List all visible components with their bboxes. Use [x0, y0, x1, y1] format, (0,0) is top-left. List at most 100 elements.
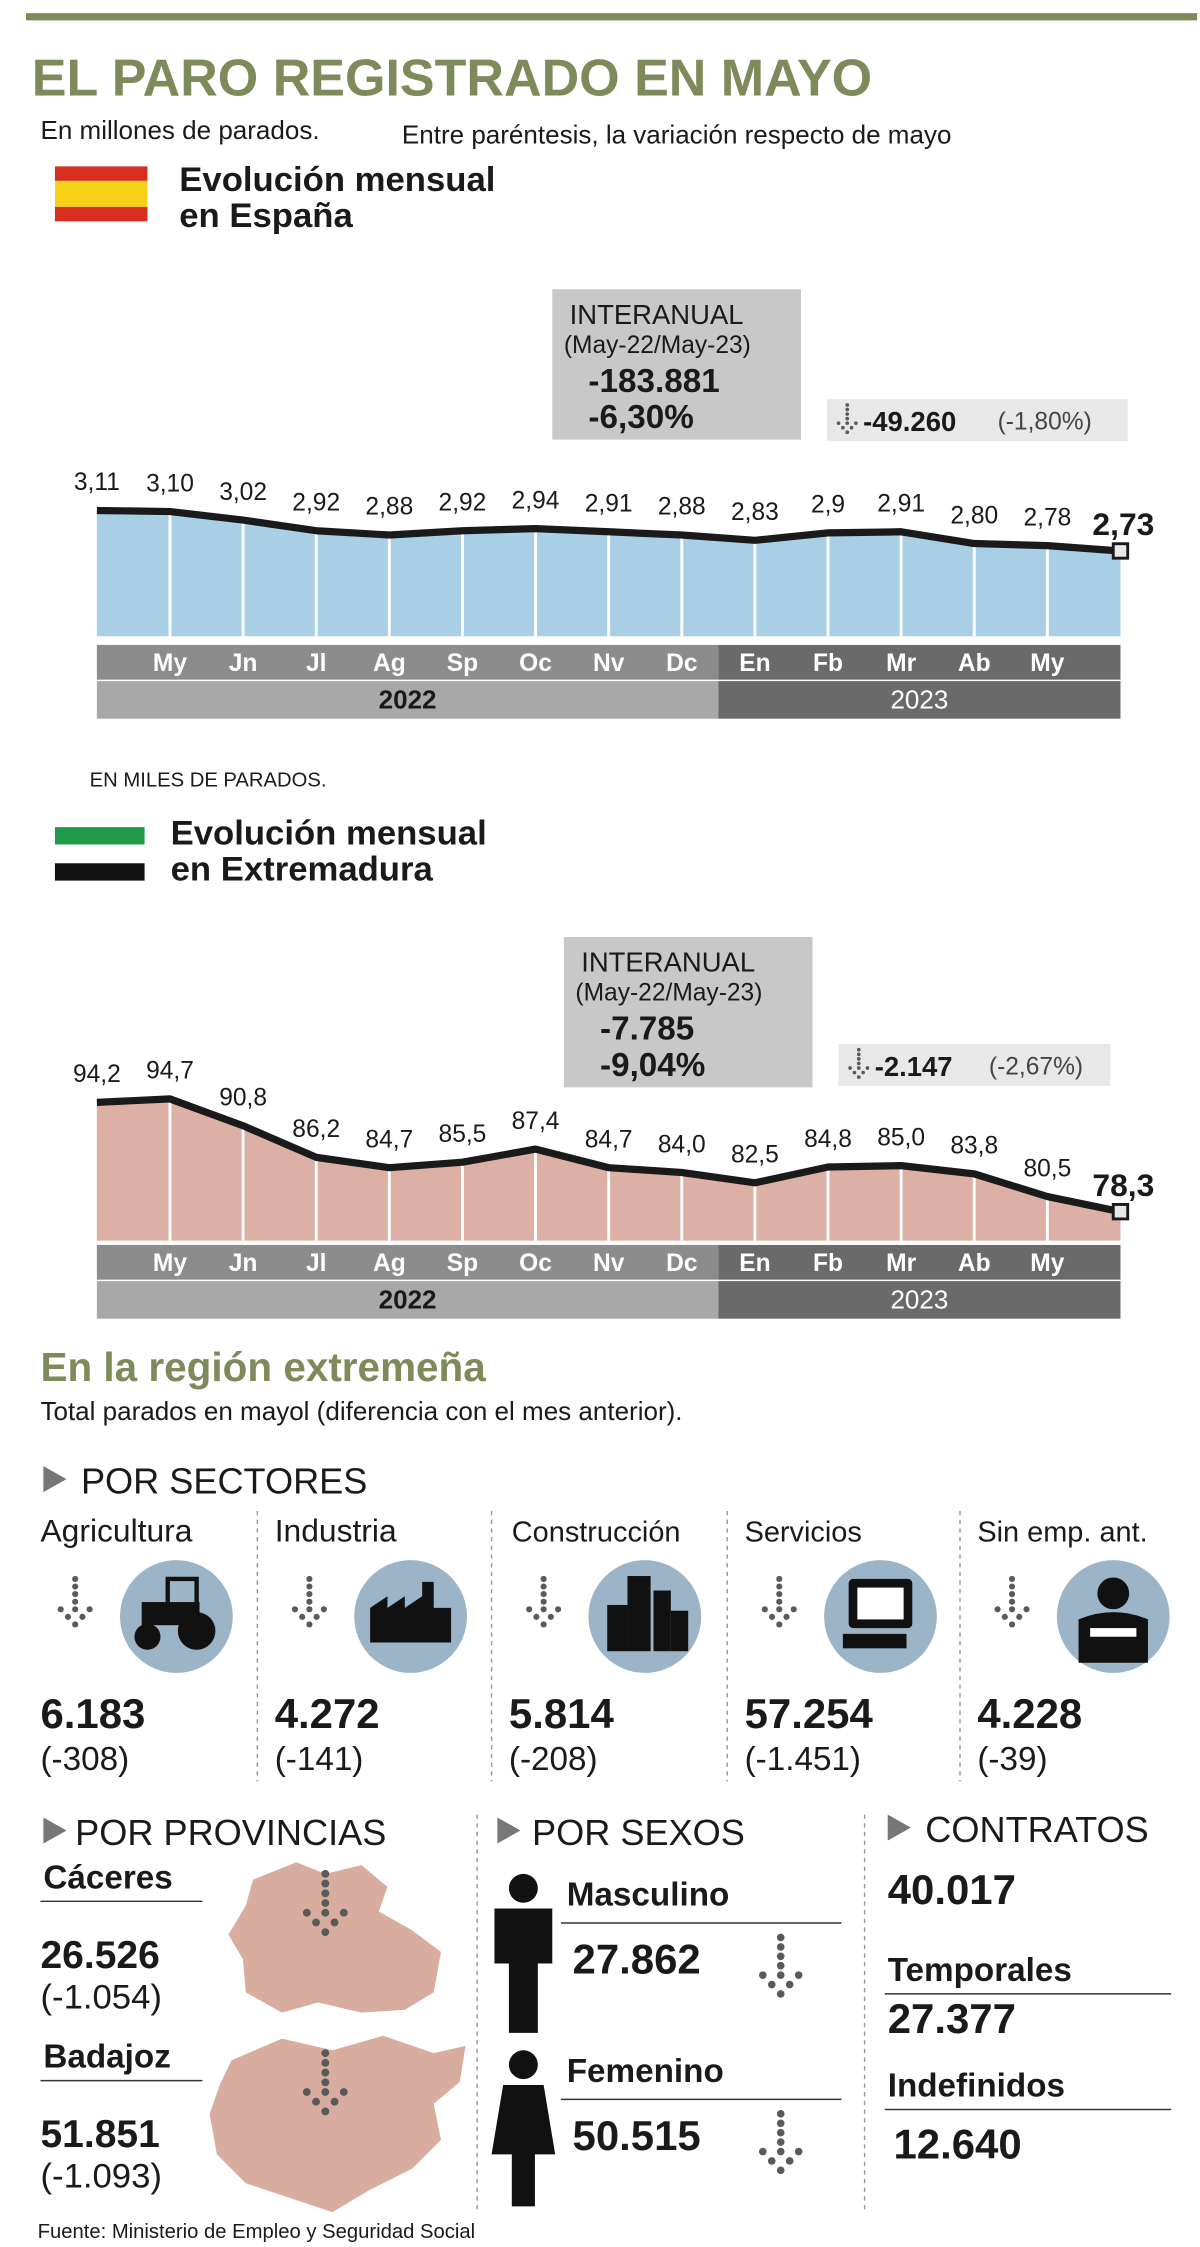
arrow-dot	[64, 1613, 72, 1620]
arrow-dot	[1008, 1598, 1016, 1605]
down-arrow-icon	[836, 403, 858, 435]
sector-name: Agricultura	[40, 1512, 192, 1548]
contract-name: Indefinidos	[888, 2068, 1065, 2105]
arrow-dot	[776, 1990, 785, 1998]
arrow-dot	[785, 1980, 794, 1989]
arrow-dot	[533, 1613, 540, 1620]
value-label: 94,2	[73, 1061, 121, 1088]
arrow-dot	[540, 1583, 547, 1590]
value-label: 2,73	[1092, 506, 1154, 542]
arrow-dot	[321, 1928, 330, 1937]
x-tick-label: Jl	[306, 1250, 327, 1277]
x-tick-label: My	[1030, 650, 1064, 677]
arrow-dot	[776, 2138, 785, 2146]
arrow-dot	[776, 2119, 785, 2128]
period-label: 2022	[379, 1285, 437, 1315]
arrow-dot	[540, 1606, 547, 1613]
down-arrow-icon	[761, 1575, 797, 1628]
value-label: 2,88	[365, 494, 413, 521]
value-label: 84,8	[804, 1126, 852, 1153]
arrow-dot	[776, 1606, 783, 1613]
section-title: POR PROVINCIAS	[75, 1812, 386, 1853]
x-tick-label: My	[153, 650, 187, 677]
section-title: POR SECTORES	[81, 1461, 367, 1502]
sector-total: 5.814	[509, 1690, 615, 1737]
x-tick-label: Ab	[958, 650, 991, 677]
province-total: 26.526	[40, 1934, 159, 1977]
icon-shape	[1090, 1628, 1137, 1637]
sector-total: 6.183	[40, 1690, 145, 1737]
arrow-dot	[767, 2157, 776, 2165]
flag-spain	[54, 166, 148, 222]
arrow-dot	[856, 1066, 861, 1070]
arrow-dot	[1023, 1606, 1030, 1613]
arrow-dot	[312, 2097, 320, 2106]
region-subtitle: Total parados en mayol (diferencia con e…	[40, 1396, 682, 1426]
sex-name: Femenino	[567, 2053, 724, 2090]
interanual-title: INTERANUAL	[570, 299, 744, 330]
monthly-box	[838, 1043, 1111, 1086]
value-label: 84,7	[585, 1126, 633, 1153]
value-label: 84,0	[658, 1131, 706, 1158]
page-title: EL PARO REGISTRADO EN MAYO	[32, 50, 872, 108]
province-name: Cáceres	[43, 1859, 172, 1896]
province-name: Badajoz	[43, 2039, 170, 2076]
sector-change: (-1.451)	[745, 1741, 861, 1778]
contract-value: 27.377	[888, 1995, 1016, 2042]
arrow-dot	[856, 1057, 861, 1061]
period-label: 2023	[890, 685, 948, 715]
period-label: 2022	[379, 685, 437, 715]
arrow-dot	[794, 2147, 803, 2156]
value-label: 87,4	[512, 1108, 560, 1135]
icon-shape	[370, 1581, 452, 1643]
value-label: 85,0	[877, 1124, 925, 1151]
arrow-dot	[761, 1606, 768, 1613]
section-marker	[887, 1814, 911, 1841]
end-marker	[1111, 542, 1130, 560]
arrow-dot	[776, 1591, 783, 1598]
icon-shape	[607, 1604, 628, 1652]
x-tick-label: Nv	[593, 1250, 625, 1277]
x-tick-label: Oc	[519, 650, 552, 677]
arrow-dot	[852, 1070, 857, 1075]
x-tick-label: Fb	[813, 1250, 843, 1277]
x-tick-label: Jn	[229, 650, 258, 677]
value-label: 2,88	[658, 494, 706, 521]
section-marker	[43, 1817, 67, 1844]
period-label: 2023	[890, 1285, 948, 1315]
value-label: 2,80	[950, 502, 998, 529]
arrow-dot	[776, 2166, 785, 2175]
interanual-title: INTERANUAL	[581, 947, 755, 978]
x-tick-label: Mr	[886, 1250, 916, 1277]
section-marker	[497, 1817, 521, 1844]
arrow-dot	[776, 1961, 785, 1970]
arrow-dot	[845, 416, 850, 421]
arrow-dot	[758, 2147, 767, 2156]
interanual-box	[563, 936, 813, 1088]
province-total: 51.851	[40, 2113, 159, 2156]
x-tick-label: Nv	[593, 650, 625, 677]
sector-total: 4.228	[977, 1690, 1082, 1737]
arrow-dot	[994, 1606, 1001, 1613]
icon-shape	[508, 1873, 538, 1903]
arrow-dot	[540, 1621, 547, 1628]
arrow-dot	[72, 1591, 79, 1598]
arrow-dot	[776, 1933, 785, 1942]
arrow-dot	[339, 2088, 348, 2096]
arrow-dot	[776, 2128, 785, 2137]
arrow-dot	[330, 2097, 339, 2106]
arrow-dot	[776, 1583, 783, 1590]
arrow-dot	[1008, 1621, 1016, 1628]
interanual-percent: -6,30%	[588, 399, 693, 436]
sector-change: (-208)	[509, 1741, 598, 1778]
x-tick-label: My	[1030, 1250, 1064, 1277]
sector-change: (-141)	[275, 1741, 364, 1778]
arrow-dot	[845, 421, 850, 426]
arrow-dot	[1016, 1613, 1023, 1620]
arrow-dot	[790, 1606, 797, 1613]
arrow-dot	[306, 1598, 313, 1605]
arrow-dot	[321, 2068, 330, 2077]
period-strip	[96, 681, 719, 719]
sex-total: 50.515	[573, 2112, 701, 2159]
